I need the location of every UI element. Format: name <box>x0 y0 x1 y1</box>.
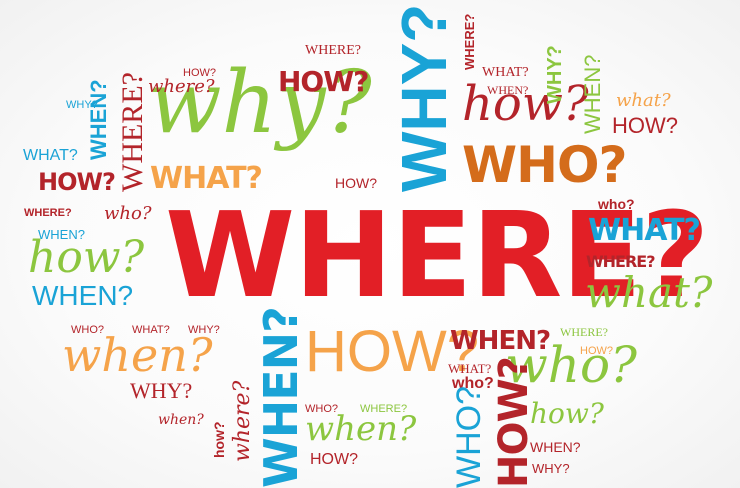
word-when-small-script: when? <box>158 412 204 428</box>
word-when-orange-script: when? <box>62 328 213 382</box>
word-why-small-left: WHY? <box>188 324 220 336</box>
word-when-blue-left: WHEN? <box>32 280 134 311</box>
word-where-small-left: WHERE? <box>24 207 72 219</box>
word-who-vertical-blue: WHO? <box>450 386 488 488</box>
word-how-red-mid: HOW? <box>310 451 358 468</box>
word-when-green-script: when? <box>305 409 417 449</box>
word-when-small-top-right: WHEN? <box>487 83 529 97</box>
word-what-script-orange: what? <box>616 90 671 111</box>
word-where-red-right: WHERE? <box>586 252 655 271</box>
word-where-vertical-red: where? <box>230 380 255 462</box>
word-why-vertical-green-right: WHY? <box>544 45 566 104</box>
word-why-serif: WHY? <box>130 378 193 403</box>
word-when-red-right: WHEN? <box>530 439 581 455</box>
word-where-top-serif: WHERE? <box>305 43 361 58</box>
word-when-vertical-blue-big: WHEN? <box>254 307 308 488</box>
word-what-small-mid: WHAT? <box>448 361 492 376</box>
word-why-small-blue: WHY? <box>66 99 98 111</box>
word-what-top-right: WHAT? <box>482 65 529 80</box>
word-who-script-left: who? <box>104 203 152 224</box>
word-where-vertical-top-right: WHERE? <box>462 13 477 70</box>
word-how-top-red: HOW? <box>278 65 369 98</box>
word-how-vertical-red: HOW? <box>491 357 537 488</box>
word-who-green-script: who? <box>505 336 637 394</box>
word-why-script: why? <box>148 53 372 153</box>
word-when-vertical-blue: WHEN? <box>86 79 111 160</box>
word-how-script-red: how? <box>462 76 589 132</box>
word-who-small-mid: WHO? <box>305 403 338 415</box>
word-what-green-script: what? <box>585 268 713 317</box>
word-how-orange-big: HOW? <box>305 319 479 384</box>
word-where-small-mid: WHERE? <box>360 403 408 415</box>
word-how-red-left: HOW? <box>38 168 116 196</box>
word-when-red-mid: WHEN? <box>450 326 551 356</box>
word-why-vertical: WHY? <box>388 3 460 192</box>
word-how-grey: HOW? <box>335 175 377 191</box>
word-when-vertical-green: WHEN? <box>580 54 605 134</box>
word-what-blue-right: WHAT? <box>588 213 701 248</box>
word-where-script-top: where? <box>148 76 215 97</box>
word-when-small-blue: WHEN? <box>38 227 85 242</box>
word-what-small-left: WHAT? <box>132 324 170 336</box>
word-who-small-red: who? <box>598 196 635 212</box>
word-where-main: WHERE? <box>165 186 709 324</box>
word-how-vertical-small: how? <box>211 421 227 458</box>
word-who-big: WHO? <box>462 136 628 194</box>
word-where-small-right: WHERE? <box>560 325 608 339</box>
word-where-vertical-left: WHERE? <box>116 72 149 192</box>
word-how-small-top: HOW? <box>183 67 216 79</box>
word-who-small-left: WHO? <box>71 324 104 336</box>
word-how-green-script: how? <box>28 232 145 283</box>
word-who-red-mid: who? <box>452 375 494 392</box>
word-how-red-right: HOW? <box>612 113 678 138</box>
word-what-blue: WHAT? <box>23 147 78 164</box>
word-how-grey-script: how? <box>530 397 604 430</box>
word-what-orange: WHAT? <box>150 161 263 196</box>
word-why-red-right: WHY? <box>532 461 570 476</box>
word-how-small-orange: HOW? <box>580 345 613 357</box>
